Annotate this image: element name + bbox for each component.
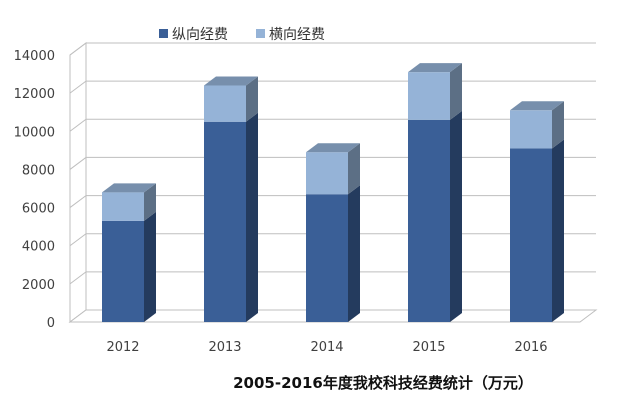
bar-front-2013-1 [204,85,246,122]
y-tick-label-2000: 2000 [22,278,55,293]
x-tick-label-2013: 2013 [208,340,241,355]
legend-swatch-horizontal [256,29,265,38]
bar-front-2013-0 [204,121,246,322]
bar-front-2012-1 [102,192,144,221]
x-tick-label-2016: 2016 [514,340,547,355]
legend-label-horizontal: 横向经费 [269,27,325,43]
side-wall [69,42,87,323]
x-axis-ticks: 2012 2013 2014 2015 2016 [106,340,547,355]
y-tick-label-4000: 4000 [22,240,55,255]
bar-side-2015-1 [450,63,462,120]
bar-front-2015-0 [408,119,450,322]
x-tick-label-2014: 2014 [310,340,343,355]
bar-side-2013-0 [246,112,258,322]
bar-top-2016 [510,101,564,111]
bar-2012-series-0 [102,211,156,322]
bar-top-2015 [408,63,462,73]
bar-2014-series-1 [306,143,360,195]
y-tick-label-8000: 8000 [22,163,55,178]
bar-front-2016-0 [510,148,552,322]
gridline-14000 [69,42,596,56]
gridlines [69,42,596,323]
bar-side-2013-1 [246,76,258,122]
gridline-12000 [69,80,596,94]
chart-title: 2005-2016年度我校科技经费统计（万元） [233,374,533,392]
y-axis-ticks: 0 2000 4000 6000 8000 10000 12000 14000 [14,49,55,331]
bar-2013-series-0 [204,112,258,322]
bar-top-2013 [204,76,258,86]
bar-side-2012-1 [144,183,156,221]
bar-front-2016-1 [510,110,552,149]
bar-side-2016-1 [552,101,564,149]
chart-walls [69,42,87,323]
y-tick-label-10000: 10000 [14,125,55,140]
y-tick-label-14000: 14000 [14,49,55,64]
legend-swatch-vertical [159,29,168,38]
bar-top-2014 [306,143,360,153]
legend-label-vertical: 纵向经费 [172,27,228,43]
bars [102,63,564,322]
y-tick-label-0: 0 [47,316,55,331]
bar-2015-series-1 [408,63,462,120]
legend: 纵向经费 横向经费 [159,27,325,43]
bar-2012-series-1 [102,183,156,221]
bar-2016-series-1 [510,101,564,149]
bar-2013-series-1 [204,76,258,122]
bar-2016-series-0 [510,139,564,322]
x-tick-label-2012: 2012 [106,340,139,355]
bar-top-2012 [102,183,156,193]
bar-front-2014-1 [306,152,348,195]
bar-side-2014-1 [348,143,360,195]
bar-front-2015-1 [408,72,450,120]
y-tick-label-12000: 12000 [14,87,55,102]
bar-side-2012-0 [144,211,156,322]
bar-side-2015-0 [450,110,462,322]
bar-front-2014-0 [306,194,348,322]
bar-2014-series-0 [306,185,360,322]
y-tick-label-6000: 6000 [22,202,55,217]
bar-front-2012-0 [102,220,144,322]
bar-side-2016-0 [552,139,564,322]
x-tick-label-2015: 2015 [412,340,445,355]
bar-2015-series-0 [408,110,462,322]
bar-side-2014-0 [348,185,360,322]
